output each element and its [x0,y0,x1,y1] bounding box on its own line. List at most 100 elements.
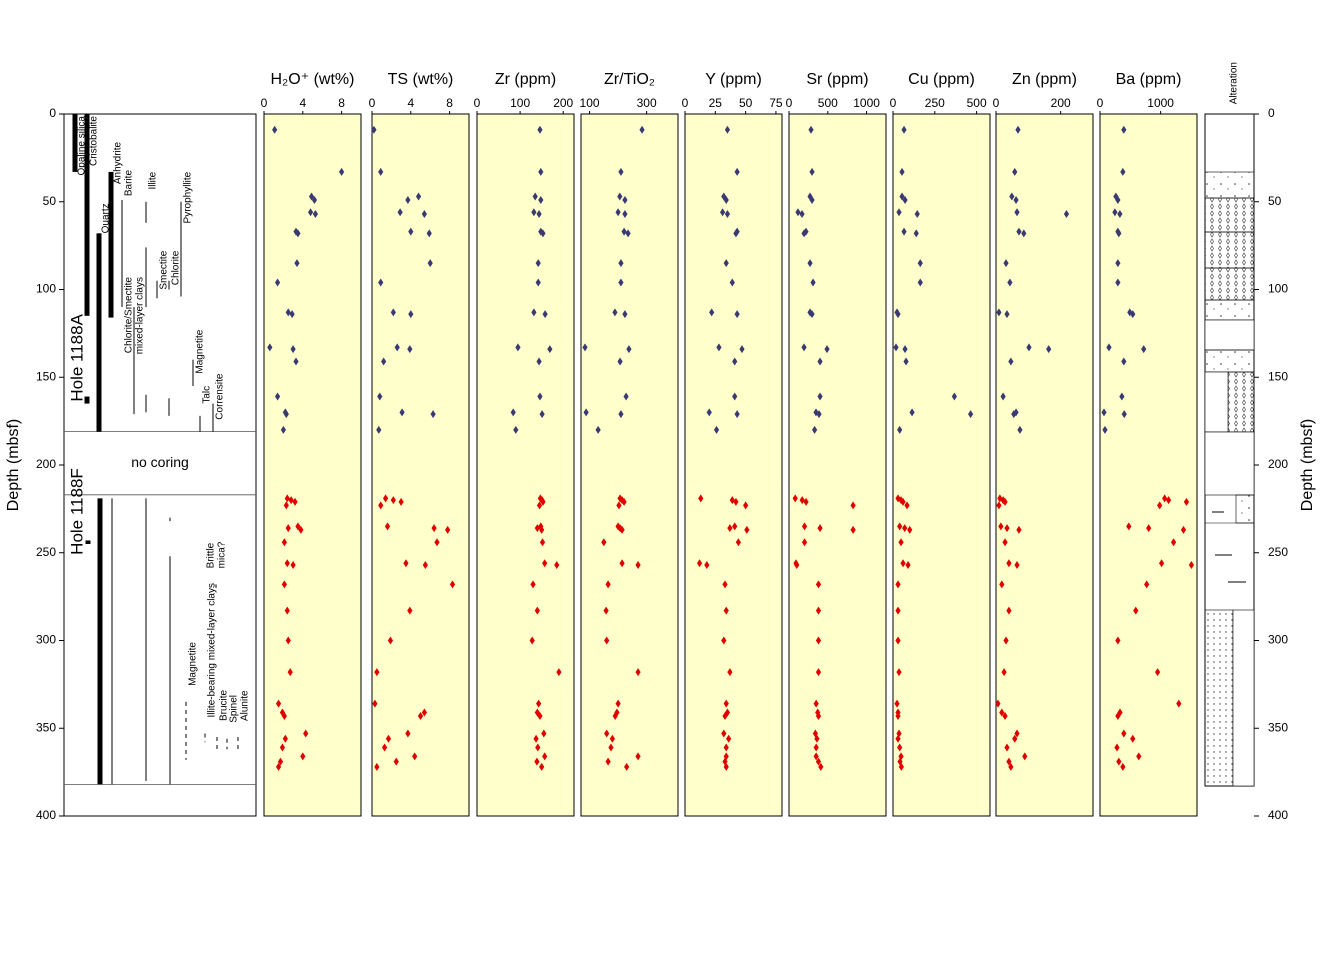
mineral-label: Cristobalite [89,116,100,166]
data-point [1004,524,1010,533]
panel-title: Sr (ppm) [806,71,868,88]
data-point [381,357,387,366]
data-point [421,708,427,717]
x-tick-label: 0 [890,96,897,110]
data-point [311,195,318,204]
data-point [902,345,908,354]
data-point [995,699,1001,708]
data-point [307,208,314,217]
data-point [623,392,629,401]
dash-gap [225,742,229,747]
data-point [394,343,400,352]
data-point [372,699,378,708]
data-point [1120,762,1126,771]
data-point [1136,752,1142,761]
data-point [390,308,396,317]
data-point [281,538,287,547]
data-point [1012,167,1018,176]
data-point [899,192,905,201]
data-point [378,501,384,510]
data-point [285,636,291,645]
data-point [1012,734,1018,743]
data-point [515,343,521,352]
data-point [1114,743,1120,752]
data-point [735,538,741,547]
data-point [902,195,908,204]
panel-frame [1099,113,1198,817]
data-point [1008,762,1014,771]
data-point [917,259,923,268]
mineral-occurrence [199,415,201,432]
data-point [917,278,923,287]
data-point [403,559,409,568]
data-point [274,392,281,401]
data-point [1115,259,1121,268]
alteration-zone [1232,609,1255,787]
data-point [1014,208,1020,217]
data-point [377,392,383,401]
data-point [531,308,537,317]
data-point [374,762,380,771]
data-point [1119,392,1125,401]
data-point [803,497,809,506]
data-point [532,192,538,201]
data-point [895,310,901,319]
panel-title: TS (wt%) [388,71,454,88]
data-point [407,345,413,354]
data-point [382,494,389,503]
mineral-label: Smectite [159,250,170,289]
data-point [896,208,902,217]
data-point [619,525,625,534]
depth-tick-label: 200 [1268,457,1288,471]
data-point [743,501,749,510]
data-point [554,561,560,570]
data-point [622,195,628,204]
data-point [968,410,974,419]
alteration-zone [1204,319,1255,351]
data-point [405,195,411,204]
data-point [807,259,813,268]
data-point [709,308,715,317]
data-point [900,559,906,568]
data-point [734,167,740,176]
data-point [556,668,562,677]
data-point [537,392,543,401]
data-point [542,310,548,319]
data-point [816,410,822,419]
data-point [913,229,919,238]
data-point [727,524,733,533]
data-point [815,606,822,615]
depth-tick-label: 0 [1268,106,1275,120]
data-point [635,752,641,761]
data-point [535,743,541,752]
mineral-occurrence [108,171,114,318]
data-point [272,125,278,134]
x-tick-label: 100 [580,96,600,110]
data-point [794,561,800,570]
data-point [898,762,904,771]
panel-frame [580,113,679,817]
depth-tick-label: 400 [36,808,56,822]
alteration-zone [1204,171,1255,199]
data-point [1115,278,1121,287]
data-point [622,210,628,219]
data-point [285,308,291,317]
data-point [818,762,824,771]
data-point [812,729,818,738]
data-point [817,392,823,401]
alteration-label: Alteration [1229,62,1240,104]
data-point [1003,259,1009,268]
data-point [1170,538,1177,547]
x-tick-label: 500 [967,96,987,110]
data-point [430,410,436,419]
data-point [814,734,820,743]
data-point [721,636,727,645]
dash-gap [184,721,188,726]
data-point [898,538,904,547]
data-point [1000,392,1006,401]
alteration-zone [1204,609,1234,787]
alteration-zone [1235,494,1255,524]
data-point [999,580,1005,589]
data-point [1102,425,1108,434]
